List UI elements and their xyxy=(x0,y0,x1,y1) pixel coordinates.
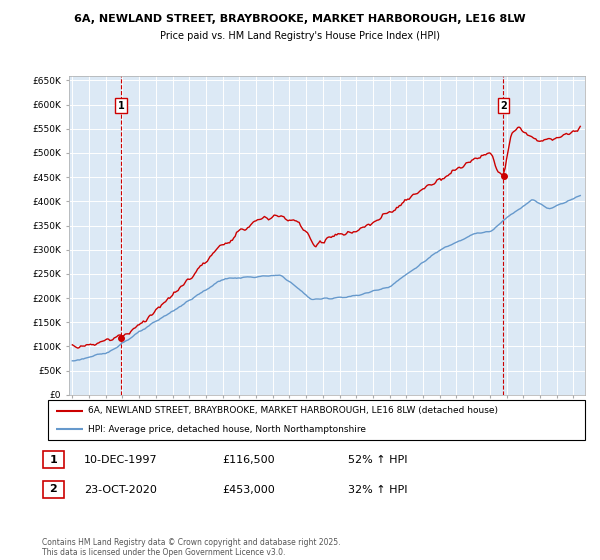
Text: 2: 2 xyxy=(500,101,507,111)
Text: £453,000: £453,000 xyxy=(222,485,275,495)
Text: 32% ↑ HPI: 32% ↑ HPI xyxy=(348,485,407,495)
Text: 10-DEC-1997: 10-DEC-1997 xyxy=(84,455,158,465)
Text: Contains HM Land Registry data © Crown copyright and database right 2025.
This d: Contains HM Land Registry data © Crown c… xyxy=(42,538,341,557)
Text: Price paid vs. HM Land Registry's House Price Index (HPI): Price paid vs. HM Land Registry's House … xyxy=(160,31,440,41)
Text: 1: 1 xyxy=(50,455,57,465)
Text: 23-OCT-2020: 23-OCT-2020 xyxy=(84,485,157,495)
Text: 6A, NEWLAND STREET, BRAYBROOKE, MARKET HARBOROUGH, LE16 8LW: 6A, NEWLAND STREET, BRAYBROOKE, MARKET H… xyxy=(74,14,526,24)
FancyBboxPatch shape xyxy=(48,400,585,440)
Text: 6A, NEWLAND STREET, BRAYBROOKE, MARKET HARBOROUGH, LE16 8LW (detached house): 6A, NEWLAND STREET, BRAYBROOKE, MARKET H… xyxy=(88,407,498,416)
Text: 2: 2 xyxy=(50,484,57,494)
FancyBboxPatch shape xyxy=(43,451,64,468)
FancyBboxPatch shape xyxy=(43,481,64,498)
Text: 1: 1 xyxy=(118,101,124,111)
Text: £116,500: £116,500 xyxy=(222,455,275,465)
Text: 52% ↑ HPI: 52% ↑ HPI xyxy=(348,455,407,465)
Text: HPI: Average price, detached house, North Northamptonshire: HPI: Average price, detached house, Nort… xyxy=(88,424,366,433)
